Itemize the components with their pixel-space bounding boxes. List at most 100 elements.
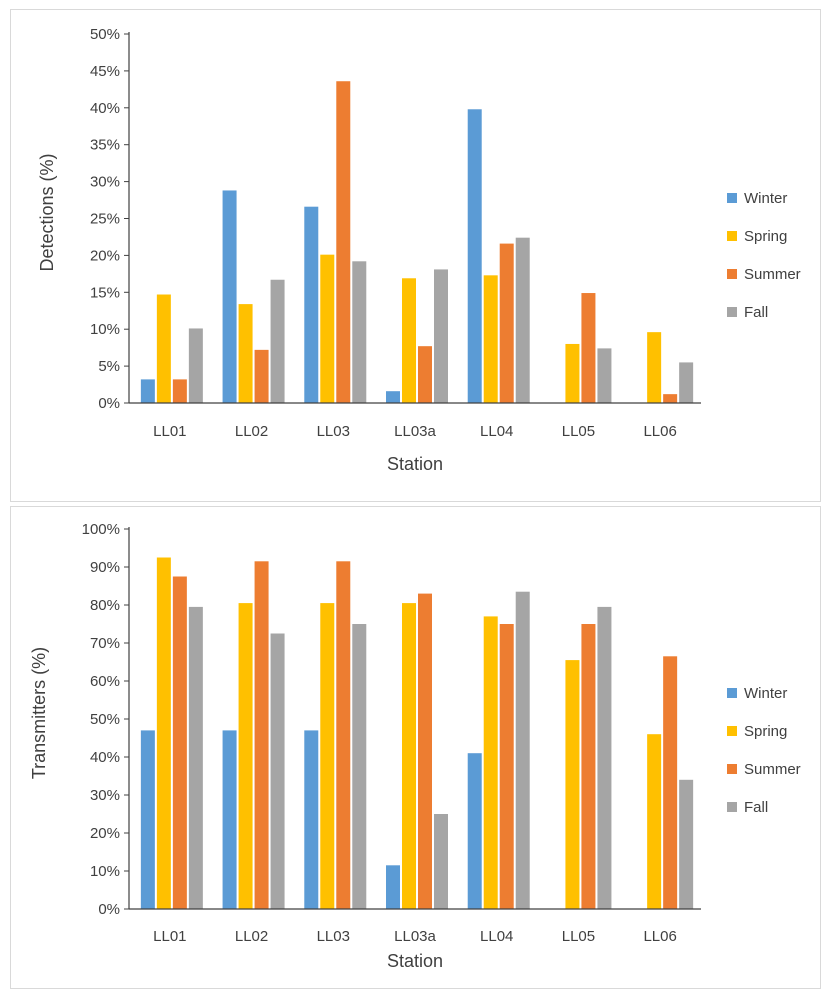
legend-swatch-winter bbox=[727, 193, 737, 203]
legend: Winter Spring Summer Fall bbox=[727, 685, 801, 816]
bar-summer-ll06 bbox=[663, 656, 678, 909]
bar-fall-ll02 bbox=[270, 633, 285, 909]
bar-fall-ll04 bbox=[515, 237, 530, 403]
legend-swatch-fall bbox=[727, 802, 737, 812]
bar-winter-ll01 bbox=[140, 730, 155, 909]
legend-label-spring: Spring bbox=[744, 723, 787, 740]
bar-fall-ll01 bbox=[188, 328, 203, 403]
bar-summer-ll03a bbox=[418, 346, 432, 403]
x-tick-label-ll06: LL06 bbox=[643, 423, 676, 440]
x-tick-label-ll02: LL02 bbox=[235, 423, 268, 440]
y-tick-labels: 0% 5% 10% 15% 20% 25% 30% 35% 40% 45% 50% bbox=[90, 26, 129, 412]
bar-spring-ll03 bbox=[320, 603, 335, 909]
x-axis-title: Station bbox=[387, 454, 443, 474]
bar-fall-ll03 bbox=[352, 261, 367, 403]
bar-fall-ll04 bbox=[515, 591, 530, 909]
bar-winter-ll02 bbox=[222, 730, 237, 909]
legend-label-winter: Winter bbox=[744, 685, 787, 702]
legend-label-fall: Fall bbox=[744, 799, 768, 816]
detections-bar-chart: 0% 5% 10% 15% 20% 25% 30% 35% 40% 45% 50% LL01 LL02… bbox=[37, 26, 801, 474]
bar-fall-ll03a bbox=[434, 814, 448, 909]
bar-winter-ll04 bbox=[467, 109, 482, 403]
y-tick-label: 10% bbox=[90, 863, 120, 880]
detections-chart-panel: 0% 5% 10% 15% 20% 25% 30% 35% 40% 45% 50% LL01 LL02… bbox=[10, 9, 821, 502]
bar-summer-ll01 bbox=[172, 576, 187, 909]
legend-swatch-summer bbox=[727, 269, 737, 279]
bar-summer-ll06 bbox=[663, 394, 678, 403]
legend-swatch-summer bbox=[727, 764, 737, 774]
bar-summer-ll04 bbox=[499, 624, 514, 909]
bar-spring-ll06 bbox=[647, 734, 662, 909]
transmitters-chart-panel: 0% 10% 20% 30% 40% 50% 60% 70% 80% 90% 100% LL01 LL… bbox=[10, 506, 821, 989]
x-tick-label-ll03a: LL03a bbox=[394, 423, 436, 440]
x-tick-label-ll01: LL01 bbox=[153, 423, 186, 440]
bar-winter-ll03a bbox=[386, 865, 400, 909]
bar-summer-ll03 bbox=[336, 561, 351, 909]
bar-spring-ll02 bbox=[238, 304, 253, 403]
x-tick-label-ll03: LL03 bbox=[317, 423, 350, 440]
legend-label-summer: Summer bbox=[744, 266, 801, 283]
bar-winter-ll03 bbox=[304, 730, 319, 909]
x-tick-label-ll05: LL05 bbox=[562, 423, 595, 440]
bar-fall-ll06 bbox=[679, 779, 694, 909]
bar-winter-ll03a bbox=[386, 391, 400, 403]
y-axis-title: Detections (%) bbox=[37, 153, 57, 271]
bar-fall-ll03 bbox=[352, 624, 367, 909]
bar-winter-ll01 bbox=[140, 379, 155, 403]
x-axis-title: Station bbox=[387, 951, 443, 971]
legend-swatch-winter bbox=[727, 688, 737, 698]
x-tick-label-ll01: LL01 bbox=[153, 928, 186, 945]
y-tick-label: 0% bbox=[98, 395, 120, 412]
bar-summer-ll05 bbox=[581, 293, 596, 403]
bars bbox=[140, 81, 694, 404]
legend-label-winter: Winter bbox=[744, 190, 787, 207]
bar-summer-ll02 bbox=[254, 349, 269, 403]
bar-spring-ll03a bbox=[402, 603, 416, 909]
x-tick-labels: LL01 LL02 LL03 LL03a LL04 LL05 LL06 bbox=[153, 928, 677, 945]
bar-spring-ll05 bbox=[565, 660, 580, 909]
y-tick-label: 60% bbox=[90, 673, 120, 690]
bar-fall-ll06 bbox=[679, 362, 694, 403]
bar-summer-ll04 bbox=[499, 243, 514, 403]
transmitters-bar-chart: 0%10%20%30%40%50%60%70%80%90%100% LL01 LL… bbox=[29, 521, 801, 971]
x-tick-label-ll06: LL06 bbox=[643, 928, 676, 945]
bar-fall-ll01 bbox=[188, 606, 203, 909]
x-tick-label-ll03a: LL03a bbox=[394, 928, 436, 945]
y-tick-label: 40% bbox=[90, 749, 120, 766]
y-tick-label: 45% bbox=[90, 63, 120, 80]
y-tick-label: 90% bbox=[90, 559, 120, 576]
bars bbox=[140, 557, 694, 909]
bar-spring-ll06 bbox=[647, 332, 662, 403]
y-tick-labels: 0% 10% 20% 30% 40% 50% 60% 70% 80% 90% 100% bbox=[82, 521, 129, 918]
x-tick-label-ll04: LL04 bbox=[480, 423, 513, 440]
bar-spring-ll04 bbox=[483, 616, 498, 909]
bar-spring-ll04 bbox=[483, 275, 498, 403]
bar-summer-ll02 bbox=[254, 561, 269, 909]
legend: Winter Spring Summer Fall bbox=[727, 190, 801, 321]
y-tick-label: 0% bbox=[98, 901, 120, 918]
bar-summer-ll03 bbox=[336, 81, 351, 404]
axes bbox=[128, 527, 701, 910]
x-tick-labels: LL01 LL02 LL03 LL03a LL04 LL05 LL06 bbox=[153, 423, 677, 440]
bar-summer-ll03a bbox=[418, 593, 432, 909]
x-tick-label-ll02: LL02 bbox=[235, 928, 268, 945]
y-tick-label: 30% bbox=[90, 787, 120, 804]
bar-summer-ll01 bbox=[172, 379, 187, 403]
x-tick-label-ll05: LL05 bbox=[562, 928, 595, 945]
x-tick-label-ll03: LL03 bbox=[317, 928, 350, 945]
bar-spring-ll01 bbox=[156, 557, 171, 909]
y-axis-title: Transmitters (%) bbox=[29, 647, 49, 779]
legend-swatch-fall bbox=[727, 307, 737, 317]
legend-swatch-spring bbox=[727, 726, 737, 736]
y-tick-label: 15% bbox=[90, 284, 120, 301]
legend-label-fall: Fall bbox=[744, 304, 768, 321]
axes bbox=[128, 32, 701, 404]
bar-spring-ll03 bbox=[320, 254, 335, 403]
bar-spring-ll02 bbox=[238, 603, 253, 909]
y-tick-label: 30% bbox=[90, 174, 120, 191]
bar-winter-ll04 bbox=[467, 753, 482, 909]
bar-spring-ll01 bbox=[156, 294, 171, 403]
y-tick-label: 50% bbox=[90, 711, 120, 728]
bar-winter-ll02 bbox=[222, 190, 237, 403]
bar-spring-ll03a bbox=[402, 278, 416, 403]
